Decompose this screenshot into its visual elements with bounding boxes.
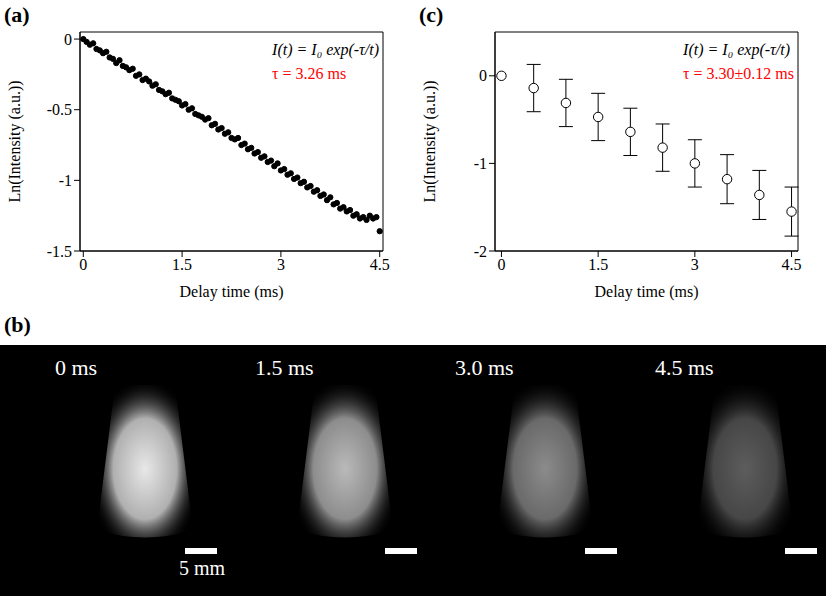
svg-text:4.5: 4.5 [370,256,390,273]
svg-text:-1: -1 [59,172,72,189]
html-text:3.0 ms: 3.0 ms [455,355,514,380]
svg-text:0: 0 [64,31,72,48]
svg-text:Ln(Intensity (a.u.)): Ln(Intensity (a.u.)) [6,80,24,202]
html-text:4.5 ms: 4.5 ms [655,355,714,380]
svg-text:-0.5: -0.5 [47,101,72,118]
svg-text:3: 3 [277,256,285,273]
html-text:I(t) = I₀ exp(-τ/t): I(t) = I₀ exp(-τ/t) [683,41,790,58]
svg-text:Delay time (ms): Delay time (ms) [180,283,284,301]
svg-text:-1: -1 [474,155,487,172]
svg-text:1.5: 1.5 [172,256,192,273]
html-text:τ = 3.30±0.12 ms: τ = 3.30±0.12 ms [683,65,794,82]
svg-text:Ln(Intensity (a.u.)): Ln(Intensity (a.u.)) [421,80,439,202]
html-text:1.5 ms: 1.5 ms [255,355,314,380]
svg-text:4.5: 4.5 [782,256,802,273]
svg-text:0: 0 [497,256,505,273]
html-text:τ = 3.26 ms: τ = 3.26 ms [272,65,347,82]
html-text:(c): (c) [419,2,444,27]
svg-text:Delay time (ms): Delay time (ms) [595,283,699,301]
svg-text:1.5: 1.5 [588,256,608,273]
html-text:I(t) = I₀ exp(-τ/t): I(t) = I₀ exp(-τ/t) [272,41,379,58]
svg-text:0: 0 [479,67,487,84]
svg-text:3: 3 [691,256,699,273]
svg-text:-2: -2 [474,243,487,260]
html-text:(b): (b) [4,312,31,337]
svg-text:0: 0 [79,256,87,273]
html-text:5 mm: 5 mm [179,557,226,579]
html-text:(a): (a) [4,2,30,27]
svg-text:-1.5: -1.5 [47,243,72,260]
html-text:0 ms: 0 ms [55,355,98,380]
